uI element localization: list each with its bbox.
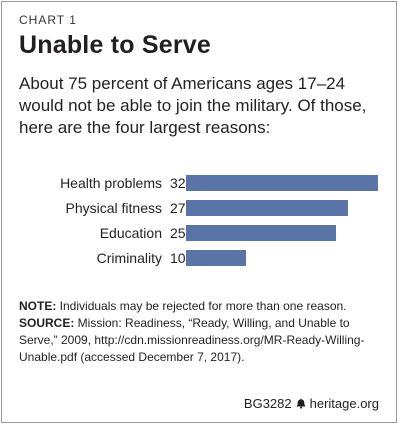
footer: BG3282 heritage.org — [244, 396, 379, 411]
bar — [186, 175, 378, 191]
bar — [186, 250, 246, 266]
note-text: Individuals may be rejected for more tha… — [56, 299, 347, 313]
site-name: heritage.org — [309, 396, 379, 411]
category-label: Criminality — [97, 250, 162, 266]
note-label: NOTE: — [19, 299, 57, 313]
category-label: Education — [100, 225, 162, 241]
source-label: SOURCE: — [19, 316, 75, 330]
chart-title: Unable to Serve — [19, 31, 211, 59]
bar — [186, 200, 348, 216]
category-label: Physical fitness — [66, 200, 162, 216]
source-line: SOURCE: Mission: Readiness, “Ready, Will… — [19, 315, 389, 366]
category-label: Health problems — [60, 175, 162, 191]
note-line: NOTE: Individuals may be rejected for mo… — [19, 298, 389, 315]
chart-subtitle: About 75 percent of Americans ages 17–24… — [19, 74, 367, 137]
source-text: Mission: Readiness, “Ready, Willing, and… — [19, 316, 365, 364]
notes-block: NOTE: Individuals may be rejected for mo… — [19, 298, 389, 366]
bar-chart: Health problems 32%Physical fitness 27%Edu… — [60, 175, 378, 266]
bar — [186, 225, 336, 241]
liberty-bell-icon — [296, 398, 306, 409]
report-code: BG3282 — [243, 396, 292, 411]
chart-number-label: CHART 1 — [19, 13, 77, 27]
